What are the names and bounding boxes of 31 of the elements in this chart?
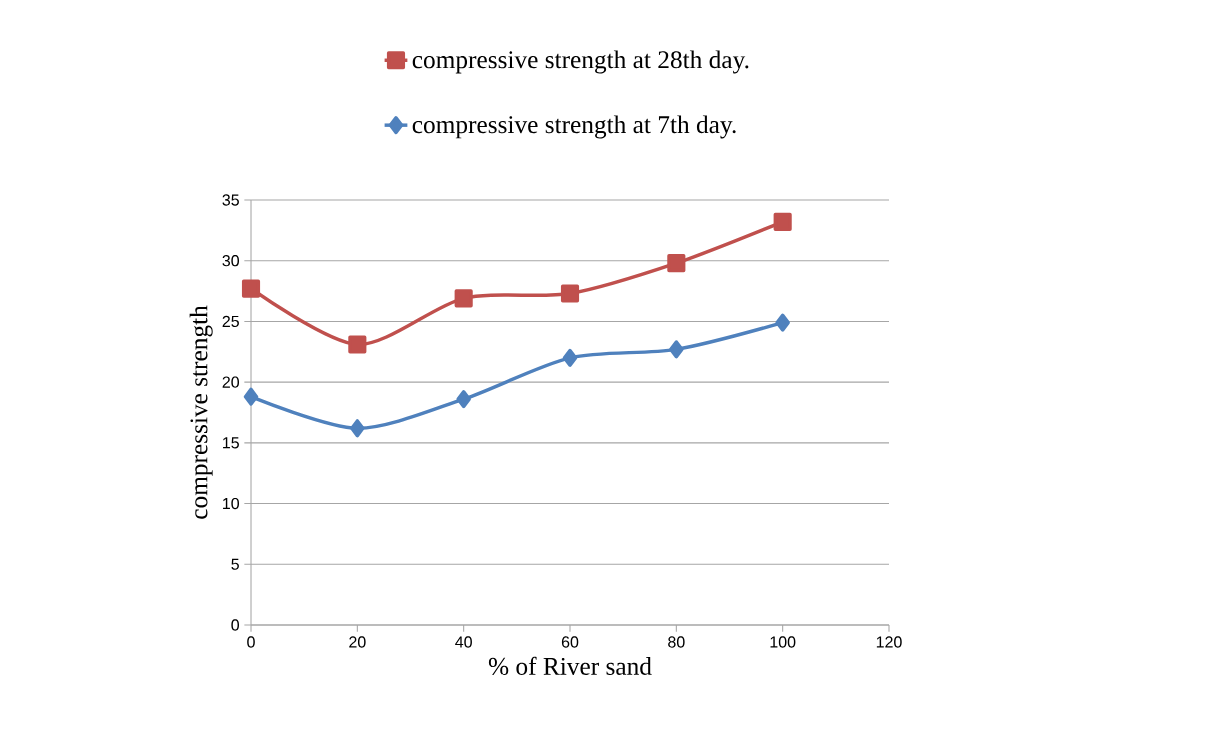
y-tick-label: 35 — [222, 194, 239, 206]
y-tick-label: 10 — [223, 497, 240, 510]
point — [350, 419, 365, 438]
x-tick-label: 100 — [770, 636, 796, 648]
y-tick-label: 0 — [231, 619, 240, 631]
point — [560, 284, 580, 303]
y-tick-label: 20 — [222, 376, 240, 388]
point — [454, 289, 473, 308]
point — [773, 212, 792, 231]
legend-label: compressive strength at 28th day. — [412, 50, 749, 74]
point — [456, 390, 471, 409]
x-axis-title: % of River sand — [488, 656, 652, 676]
x-tick-label: 40 — [455, 636, 472, 648]
point — [562, 348, 578, 367]
x-tick-label: 20 — [349, 636, 366, 648]
x-tick-label: 60 — [561, 636, 579, 648]
x-tick-label: 0 — [247, 636, 255, 648]
y-tick-label: 25 — [222, 315, 239, 328]
point — [241, 279, 261, 298]
y-tick-label: 15 — [223, 437, 239, 449]
y-axis-title: compressive strength — [189, 305, 213, 519]
x-tick-label: 80 — [668, 636, 685, 648]
point — [775, 313, 790, 332]
y-tick-label: 30 — [222, 255, 240, 267]
x-tick-label: 120 — [876, 636, 902, 648]
legend-label: compressive strength at 7th day. — [412, 115, 736, 139]
y-tick-label: 5 — [231, 558, 239, 570]
point — [667, 254, 686, 273]
point — [669, 340, 684, 359]
point — [348, 335, 367, 354]
point — [243, 387, 259, 406]
